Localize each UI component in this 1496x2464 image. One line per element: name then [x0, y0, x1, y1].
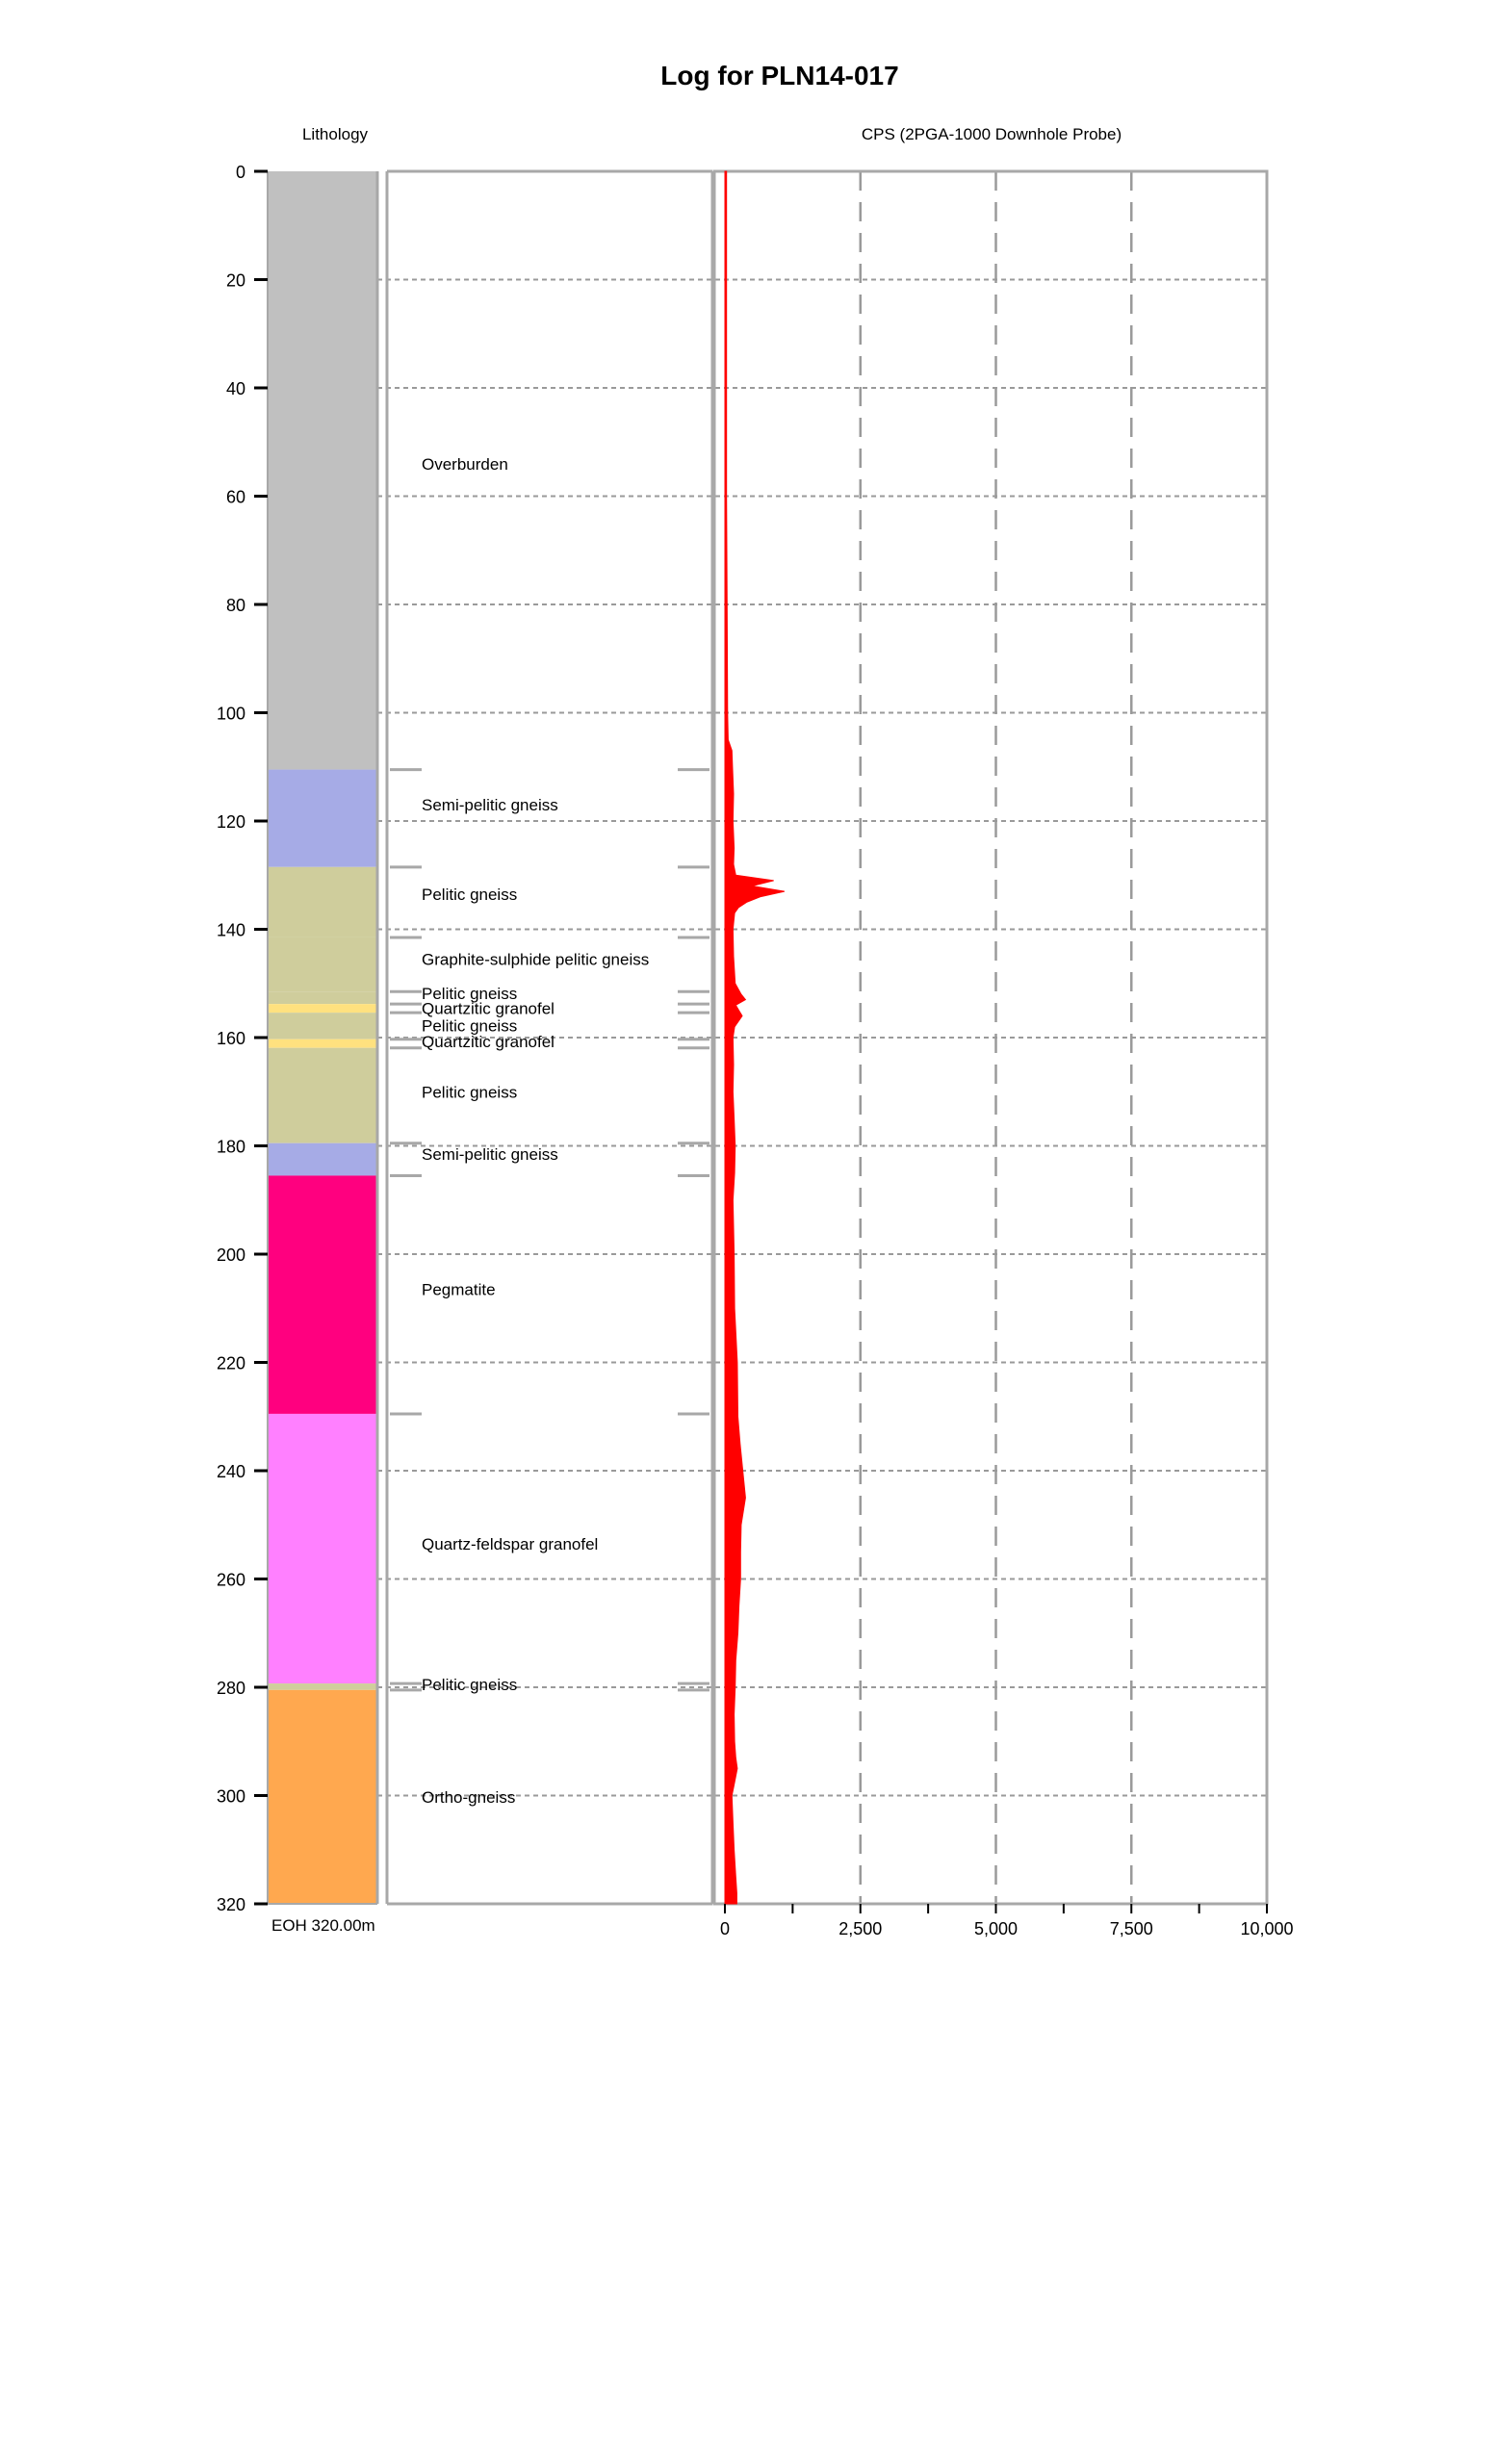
depth-tick-label-16: 320	[217, 1895, 245, 1914]
lithology-label-1: Semi-pelitic gneiss	[422, 796, 558, 814]
cps-tick-label-3: 7,500	[1110, 1919, 1153, 1938]
depth-tick-label-3: 60	[226, 488, 245, 507]
depth-tick-label-6: 120	[217, 812, 245, 832]
lithology-label-10: Pegmatite	[422, 1281, 496, 1299]
depth-tick-label-8: 160	[217, 1029, 245, 1048]
lithology-label-8: Pelitic gneiss	[422, 1083, 517, 1101]
lithology-label-11: Quartz-feldspar granofel	[422, 1535, 598, 1553]
depth-tick-label-5: 100	[217, 705, 245, 724]
cps-curve	[724, 170, 786, 1905]
lithology-label-2: Pelitic gneiss	[422, 886, 517, 904]
cps-tick-label-2: 5,000	[974, 1919, 1018, 1938]
lithology-label-7: Quartzitic granofel	[422, 1033, 555, 1051]
lithology-unit-2	[268, 866, 377, 937]
lithology-unit-8	[268, 1047, 377, 1143]
axes: 0 20 40 60 80 100 120 140 160 180 200 220 240 260 280 3…	[217, 163, 1294, 1938]
lithology-label-9: Semi-pelitic gneiss	[422, 1145, 558, 1164]
lithology-unit-5	[268, 1004, 377, 1014]
lithology-unit-4	[268, 991, 377, 1005]
lithology-label-3: Graphite-sulphide pelitic gneiss	[422, 950, 649, 968]
cps-tick-label-1: 2,500	[838, 1919, 882, 1938]
lithology-unit-13	[268, 1689, 377, 1904]
depth-tick-label-9: 180	[217, 1138, 245, 1157]
lithology-unit-6	[268, 1013, 377, 1040]
lithology-label-0: Overburden	[422, 455, 508, 474]
depth-tick-label-0: 0	[236, 163, 245, 182]
lithology-unit-11	[268, 1413, 377, 1684]
lithology-unit-1	[268, 769, 377, 867]
lithology-unit-7	[268, 1039, 377, 1048]
depth-tick-label-10: 200	[217, 1245, 245, 1265]
lithology-unit-12	[268, 1683, 377, 1690]
depth-tick-label-11: 220	[217, 1354, 245, 1373]
cps-area	[724, 170, 786, 1905]
lithology-unit-9	[268, 1142, 377, 1176]
lithology-unit-0	[268, 171, 377, 770]
lithology-labels: Overburden Semi-pelitic gneiss Pelitic gne…	[422, 455, 649, 1807]
depth-tick-label-7: 140	[217, 921, 245, 940]
cps-header: CPS (2PGA-1000 Downhole Probe)	[862, 125, 1122, 143]
depth-tick-label-14: 280	[217, 1679, 245, 1698]
cps-tick-label-4: 10,000	[1240, 1919, 1293, 1938]
depth-tick-label-2: 40	[226, 379, 245, 398]
lithology-label-4: Pelitic gneiss	[422, 985, 517, 1003]
lithology-column	[268, 171, 377, 1904]
lithology-label-12: Pelitic gneiss	[422, 1676, 517, 1694]
lithology-label-5: Quartzitic granofel	[422, 1000, 555, 1018]
depth-tick-label-13: 260	[217, 1571, 245, 1590]
chart-title: Log for PLN14-017	[660, 61, 898, 90]
depth-tick-label-1: 20	[226, 271, 245, 291]
lithology-label-13: Ortho-gneiss	[422, 1788, 515, 1807]
depth-tick-label-4: 80	[226, 596, 245, 615]
lithology-header: Lithology	[302, 125, 369, 143]
depth-tick-label-15: 300	[217, 1787, 245, 1807]
cps-frame	[712, 169, 1269, 1906]
lithology-unit-3	[268, 937, 377, 992]
lithology-label-6: Pelitic gneiss	[422, 1017, 517, 1036]
grid-lines	[377, 171, 1267, 1904]
cps-tick-label-0: 0	[720, 1919, 730, 1938]
eoh-label: EOH 320.00m	[271, 1916, 375, 1935]
depth-tick-label-12: 240	[217, 1462, 245, 1481]
lithology-unit-10	[268, 1175, 377, 1414]
